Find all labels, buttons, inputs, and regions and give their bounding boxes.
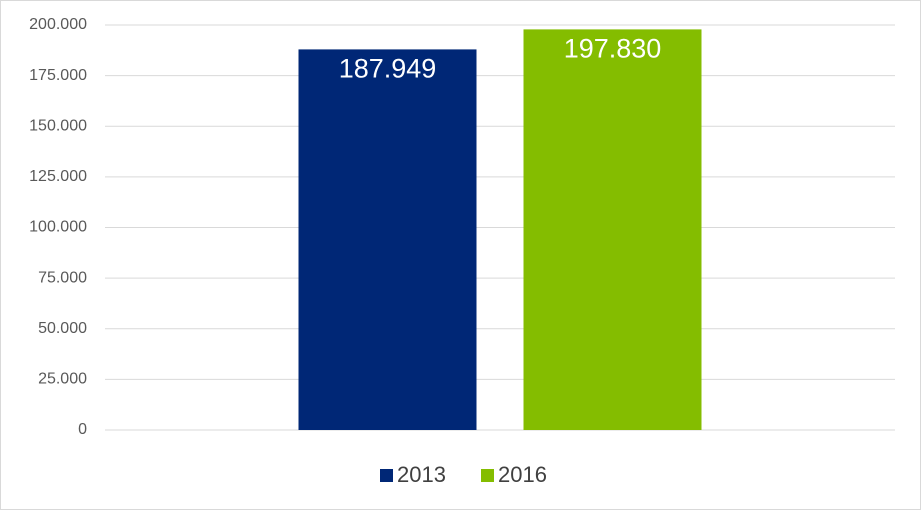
legend-label: 2016 bbox=[498, 462, 547, 487]
y-tick-label: 0 bbox=[78, 421, 87, 438]
legend-swatch bbox=[481, 469, 494, 482]
data-label: 197.830 bbox=[564, 34, 662, 64]
y-tick-label: 50.000 bbox=[38, 320, 87, 337]
y-tick-label: 150.000 bbox=[29, 117, 87, 134]
data-label: 187.949 bbox=[339, 54, 437, 84]
bar bbox=[298, 49, 477, 431]
bar bbox=[523, 29, 702, 430]
legend-swatch bbox=[380, 469, 393, 482]
legend-label: 2013 bbox=[397, 462, 446, 487]
y-tick-label: 75.000 bbox=[38, 269, 87, 286]
y-tick-label: 125.000 bbox=[29, 168, 87, 185]
y-tick-label: 25.000 bbox=[38, 371, 87, 388]
y-tick-label: 100.000 bbox=[29, 219, 87, 236]
y-tick-label: 200.000 bbox=[29, 16, 87, 33]
y-tick-label: 175.000 bbox=[29, 67, 87, 84]
